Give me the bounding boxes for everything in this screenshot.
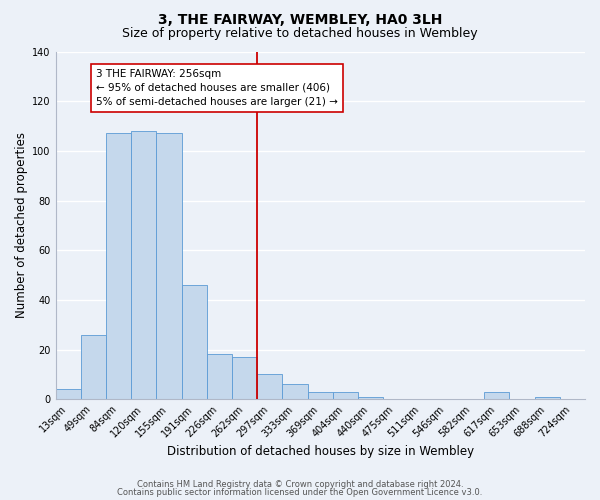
X-axis label: Distribution of detached houses by size in Wembley: Distribution of detached houses by size … — [167, 444, 474, 458]
Bar — [283, 384, 308, 399]
Bar — [484, 392, 509, 399]
Bar — [232, 357, 257, 399]
Bar — [207, 354, 232, 399]
Bar — [81, 334, 106, 399]
Text: Size of property relative to detached houses in Wembley: Size of property relative to detached ho… — [122, 28, 478, 40]
Bar — [308, 392, 333, 399]
Text: Contains HM Land Registry data © Crown copyright and database right 2024.: Contains HM Land Registry data © Crown c… — [137, 480, 463, 489]
Y-axis label: Number of detached properties: Number of detached properties — [15, 132, 28, 318]
Bar — [257, 374, 283, 399]
Bar — [131, 131, 157, 399]
Text: Contains public sector information licensed under the Open Government Licence v3: Contains public sector information licen… — [118, 488, 482, 497]
Text: 3, THE FAIRWAY, WEMBLEY, HA0 3LH: 3, THE FAIRWAY, WEMBLEY, HA0 3LH — [158, 12, 442, 26]
Bar — [358, 396, 383, 399]
Bar — [535, 396, 560, 399]
Bar — [182, 285, 207, 399]
Text: 3 THE FAIRWAY: 256sqm
← 95% of detached houses are smaller (406)
5% of semi-deta: 3 THE FAIRWAY: 256sqm ← 95% of detached … — [96, 69, 338, 107]
Bar — [333, 392, 358, 399]
Bar — [157, 134, 182, 399]
Bar — [106, 134, 131, 399]
Bar — [56, 389, 81, 399]
